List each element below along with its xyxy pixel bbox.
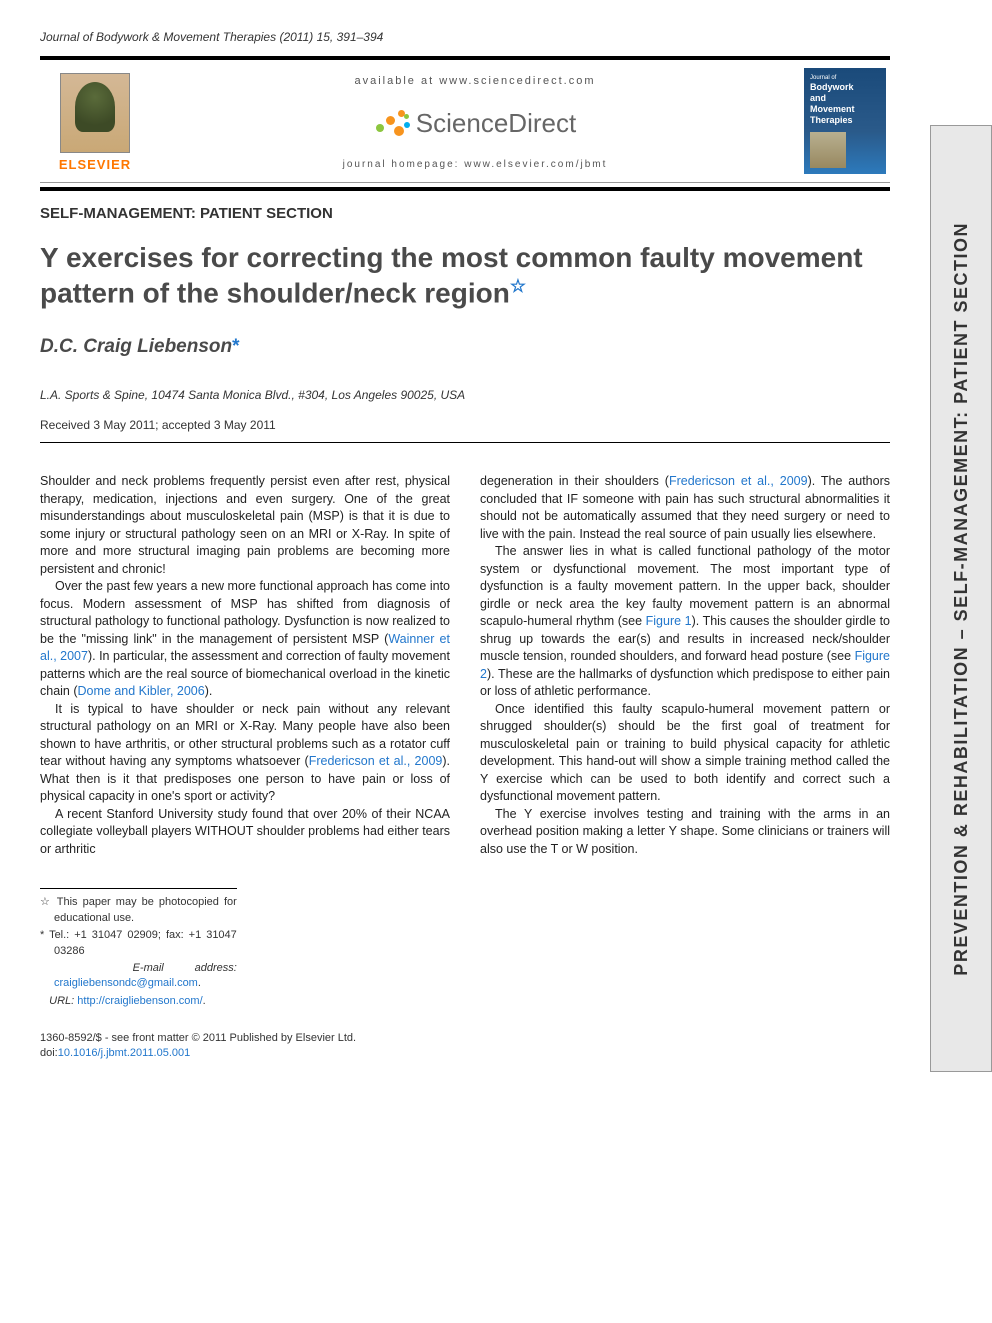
- author-name: D.C. Craig Liebenson*: [40, 336, 890, 358]
- doi-line: doi:10.1016/j.jbmt.2011.05.001: [40, 1046, 450, 1061]
- column-left: Shoulder and neck problems frequently pe…: [40, 473, 450, 1062]
- issn-copyright: 1360-8592/$ - see front matter © 2011 Pu…: [40, 1031, 450, 1046]
- footnote-contact: * Tel.: +1 31047 02909; fax: +1 31047 03…: [40, 928, 237, 959]
- column-right: degeneration in their shoulders (Frederi…: [480, 473, 890, 1062]
- footnote-url: URL: http://craigliebenson.com/.: [40, 994, 237, 1009]
- copyright-doi: 1360-8592/$ - see front matter © 2011 Pu…: [40, 1031, 450, 1062]
- elsevier-name: ELSEVIER: [45, 157, 145, 172]
- cover-image: Journal of Bodywork and Movement Therapi…: [804, 68, 886, 174]
- doi-link[interactable]: 10.1016/j.jbmt.2011.05.001: [58, 1047, 191, 1059]
- article-dates: Received 3 May 2011; accepted 3 May 2011: [40, 418, 890, 432]
- article-page: Journal of Bodywork & Movement Therapies…: [0, 0, 930, 1092]
- journal-header: ELSEVIER available at www.sciencedirect.…: [40, 56, 890, 183]
- url-link[interactable]: http://craigliebenson.com/: [77, 995, 202, 1007]
- footnote-photocopy: ☆ This paper may be photocopied for educ…: [40, 895, 237, 926]
- author-affiliation: L.A. Sports & Spine, 10474 Santa Monica …: [40, 388, 890, 402]
- paragraph: The Y exercise involves testing and trai…: [480, 806, 890, 859]
- elsevier-logo: ELSEVIER: [40, 60, 150, 182]
- paragraph: degeneration in their shoulders (Frederi…: [480, 473, 890, 543]
- cover-thumbnail-icon: [810, 132, 846, 168]
- figure-link[interactable]: Figure 1: [646, 614, 692, 628]
- article-title: Y exercises for correcting the most comm…: [40, 240, 890, 310]
- paragraph: It is typical to have shoulder or neck p…: [40, 701, 450, 806]
- citation-link[interactable]: Fredericson et al., 2009: [309, 754, 443, 768]
- sd-dots-icon: [374, 108, 410, 138]
- citation-link[interactable]: Fredericson et al., 2009: [669, 474, 808, 488]
- corresponding-author-mark[interactable]: *: [232, 336, 239, 357]
- journal-homepage: journal homepage: www.elsevier.com/jbmt: [160, 159, 790, 170]
- sd-text: ScienceDirect: [416, 108, 576, 139]
- cover-title: Journal of Bodywork and Movement Therapi…: [810, 74, 880, 126]
- available-at-text: available at www.sciencedirect.com: [160, 75, 790, 87]
- header-divider: [40, 442, 890, 443]
- header-center: available at www.sciencedirect.com Scien…: [150, 60, 800, 182]
- paragraph: Once identified this faulty scapulo-hume…: [480, 701, 890, 806]
- section-name: SELF-MANAGEMENT: PATIENT SECTION: [40, 205, 890, 222]
- sciencedirect-logo: ScienceDirect: [160, 108, 790, 139]
- paragraph: A recent Stanford University study found…: [40, 806, 450, 859]
- journal-cover: Journal of Bodywork and Movement Therapi…: [800, 60, 890, 182]
- paragraph: Over the past few years a new more funct…: [40, 578, 450, 701]
- email-link[interactable]: craigliebensondc@gmail.com: [54, 977, 198, 989]
- section-bar: SELF-MANAGEMENT: PATIENT SECTION Y exerc…: [40, 187, 890, 443]
- journal-reference: Journal of Bodywork & Movement Therapies…: [40, 30, 890, 44]
- body-columns: Shoulder and neck problems frequently pe…: [40, 473, 890, 1062]
- side-section-tab: PREVENTION & REHABILITATION – SELF-MANAG…: [930, 125, 992, 1072]
- footnote-email: E-mail address: craigliebensondc@gmail.c…: [40, 961, 237, 992]
- side-tab-text: PREVENTION & REHABILITATION – SELF-MANAG…: [951, 222, 972, 976]
- elsevier-tree-icon: [60, 73, 130, 153]
- paragraph: The answer lies in what is called functi…: [480, 543, 890, 701]
- footnotes: ☆ This paper may be photocopied for educ…: [40, 888, 237, 1009]
- paragraph: Shoulder and neck problems frequently pe…: [40, 473, 450, 578]
- citation-link[interactable]: Dome and Kibler, 2006: [78, 684, 205, 698]
- title-footnote-mark[interactable]: ☆: [510, 276, 526, 296]
